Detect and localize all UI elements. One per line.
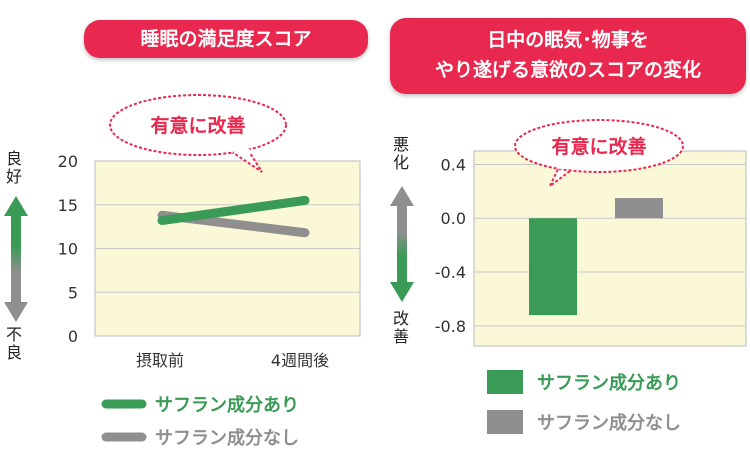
right-y-tick-label: 0.4	[441, 155, 466, 174]
left-y-tick-label: 5	[68, 283, 78, 302]
left-chart-title-text: 睡眠の満足度スコア	[140, 28, 312, 50]
left-axis-bad-label: 不良	[5, 325, 22, 362]
left-bubble: 有意に改善	[109, 94, 287, 173]
right-y-tick-labels: 0.4 0.0 -0.4 -0.8	[435, 155, 466, 335]
right-y-tick-label: -0.4	[435, 263, 466, 282]
left-bubble-text: 有意に改善	[150, 114, 245, 137]
right-axis-arrow	[390, 186, 414, 302]
right-plot-area	[473, 150, 747, 347]
left-x-tick-labels: 摂取前 4週間後	[136, 351, 329, 370]
right-series-bars	[529, 198, 663, 316]
left-y-tick-label: 0	[68, 327, 78, 346]
right-legend-swatch	[487, 370, 523, 394]
left-chart-title: 睡眠の満足度スコア	[84, 20, 368, 58]
left-axis-arrow	[4, 196, 28, 322]
right-legend-label: サフラン成分なし	[537, 412, 681, 434]
right-bar-with-saffron	[529, 218, 577, 316]
right-legend-swatch	[487, 410, 523, 434]
left-legend-label: サフラン成分あり	[155, 394, 299, 416]
right-y-tick-label: 0.0	[441, 209, 466, 228]
right-bubble: 有意に改善	[514, 119, 684, 187]
left-legend-label: サフラン成分なし	[155, 427, 299, 449]
right-axis-improve-label: 改善	[392, 309, 409, 346]
left-y-tick-label: 20	[58, 152, 78, 171]
left-x-tick-label: 摂取前	[136, 351, 184, 370]
left-y-tick-labels: 0 5 10 15 20	[58, 152, 78, 346]
left-series-lines	[157, 195, 310, 238]
left-series-line-with-saffron	[157, 195, 310, 225]
left-gridlines	[95, 204, 360, 293]
right-chart-title-line1: 日中の眠気･物事を	[487, 29, 649, 51]
right-y-tick-label: -0.8	[435, 317, 466, 336]
right-legend-label: サフラン成分あり	[537, 372, 681, 394]
right-bar-without-saffron	[615, 198, 663, 219]
left-y-tick-label: 15	[58, 196, 78, 215]
right-chart-title: 日中の眠気･物事を やり遂げる意欲のスコアの変化	[390, 18, 746, 94]
right-bubble-text: 有意に改善	[551, 135, 646, 158]
right-gridlines	[474, 163, 746, 327]
left-axis-good-label: 良好	[5, 149, 22, 186]
right-chart-title-line2: やり遂げる意欲のスコアの変化	[434, 59, 701, 81]
left-y-tick-label: 10	[58, 240, 78, 259]
right-axis-worse-label: 悪化	[392, 135, 409, 172]
left-x-tick-label: 4週間後	[271, 351, 329, 370]
